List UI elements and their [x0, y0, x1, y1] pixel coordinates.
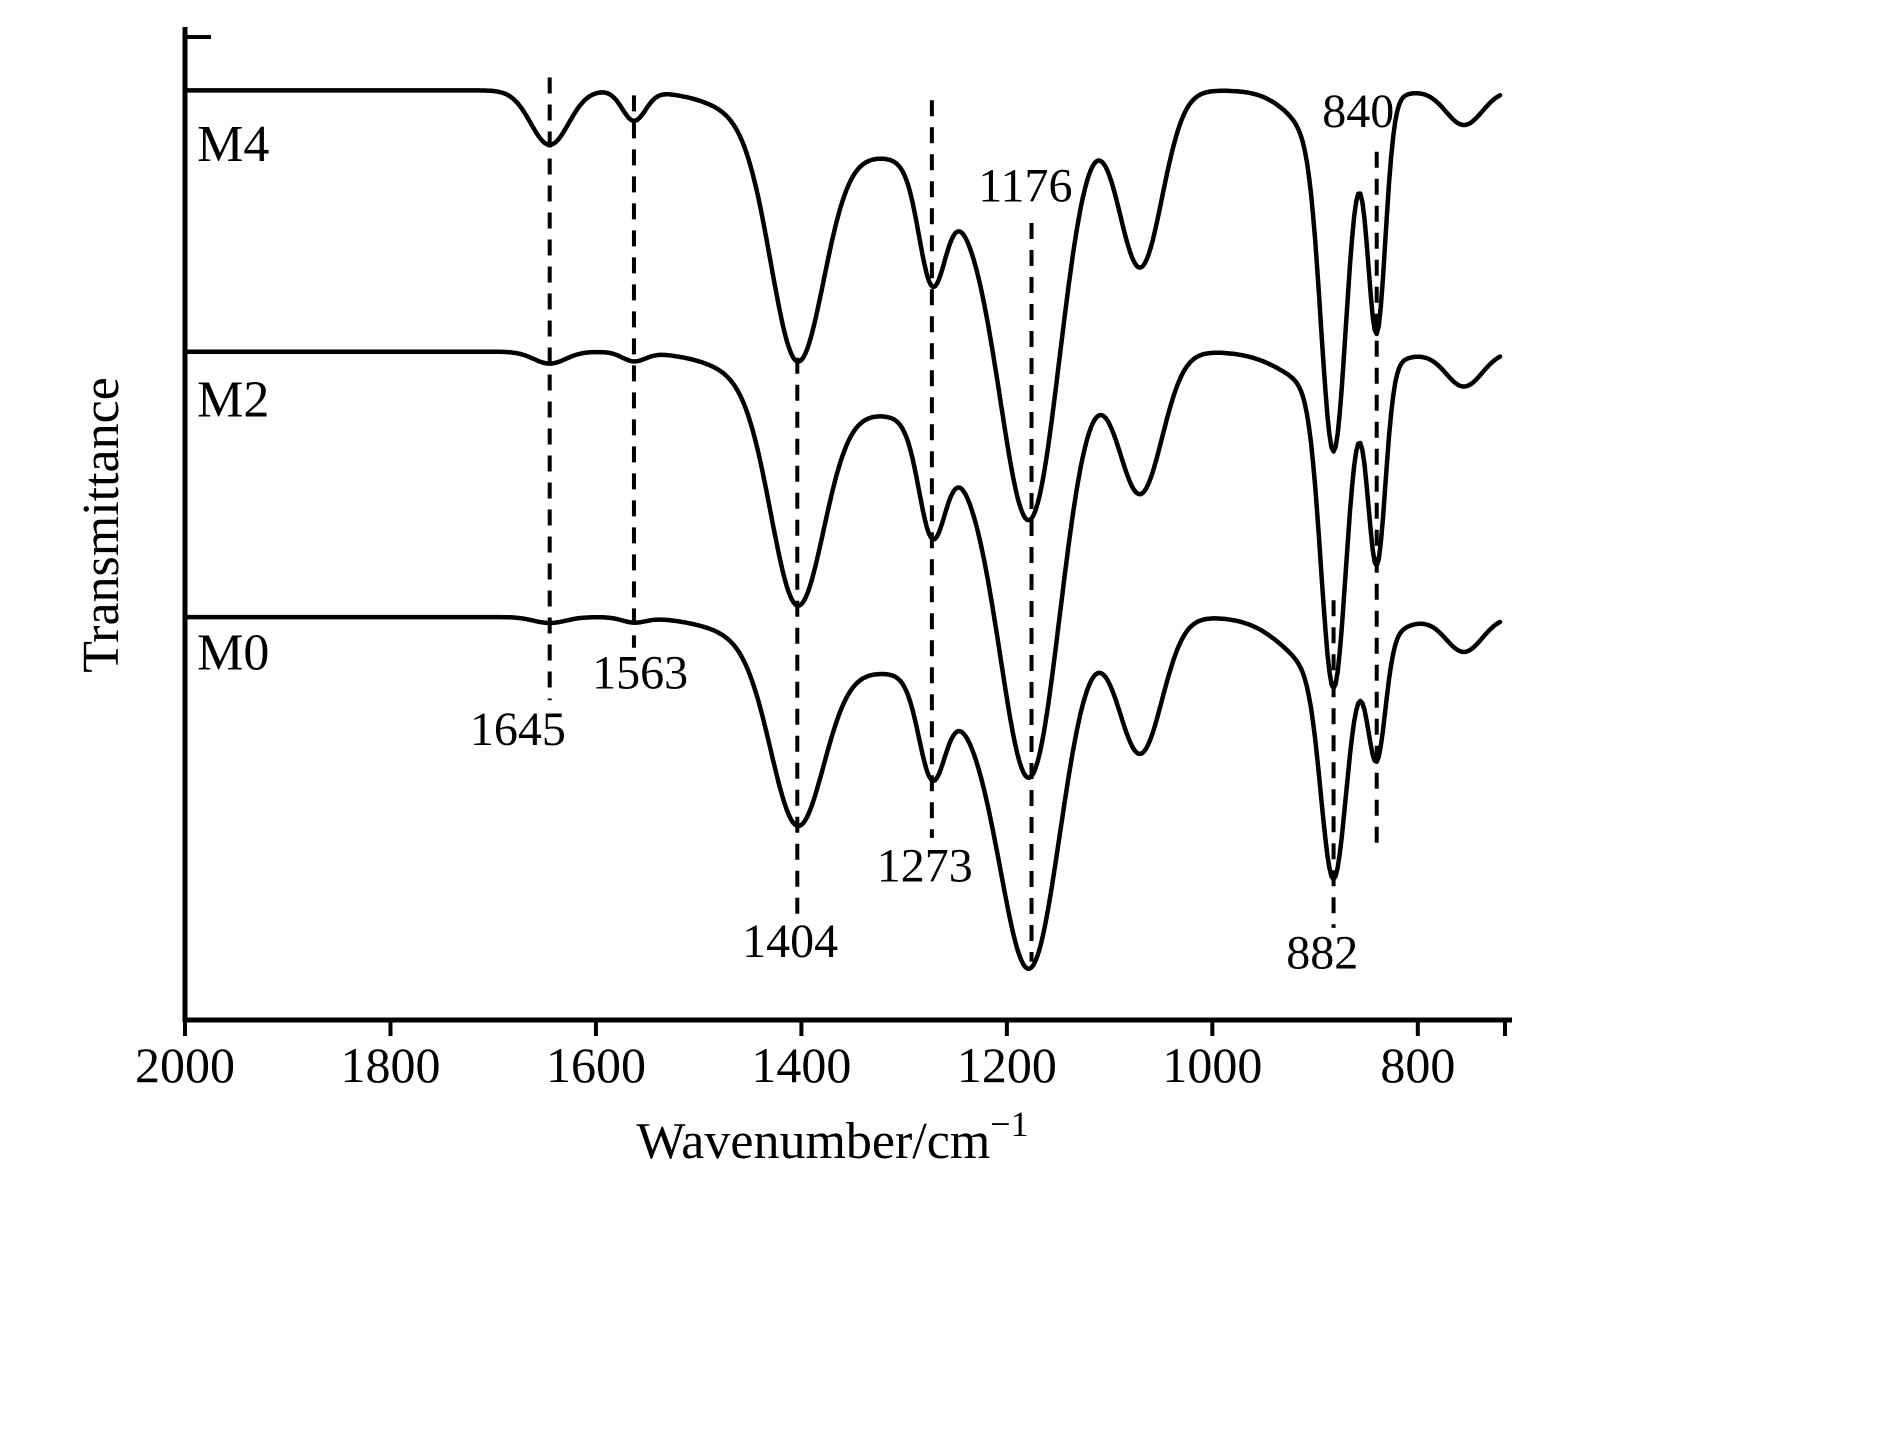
peak-label-1645: 1645	[470, 703, 566, 756]
spectrum-curve-M4	[182, 88, 1503, 523]
x-tick-label: 1000	[1162, 1037, 1262, 1093]
x-tick-label: 1800	[340, 1037, 440, 1093]
text-labels: M4 M2 M0 1645 1563 1404 1273 1176 882 840 Wavenumb…	[73, 85, 1394, 1170]
peak-label-882: 882	[1286, 927, 1358, 980]
peak-label-1273: 1273	[877, 840, 973, 893]
peak-label-1404: 1404	[742, 915, 838, 968]
peak-label-1176: 1176	[978, 159, 1072, 212]
axes: 2000 1800 1600 1400 1200 1000 800	[135, 27, 1512, 1093]
x-tick-label: 2000	[135, 1037, 235, 1093]
peak-label-840: 840	[1322, 85, 1394, 138]
x-tick-label: 1200	[957, 1037, 1057, 1093]
series-label-M2: M2	[197, 371, 269, 428]
spectra-curves	[182, 88, 1503, 971]
x-axis-label: Wavenumber/cm−1	[636, 1104, 1028, 1170]
series-label-M4: M4	[197, 116, 269, 173]
x-tick-label: 1400	[751, 1037, 851, 1093]
peak-dashed-lines	[547, 77, 1379, 962]
spectrum-curve-M0	[182, 614, 1503, 971]
spectrum-curve-M2	[182, 349, 1503, 780]
y-axis-label: Transmittance	[73, 377, 130, 673]
series-label-M0: M0	[197, 625, 269, 682]
x-tick-label: 800	[1380, 1037, 1455, 1093]
peak-label-1563: 1563	[592, 647, 688, 700]
x-tick-label: 1600	[546, 1037, 646, 1093]
x-axis-label-superscript: −1	[990, 1104, 1028, 1144]
